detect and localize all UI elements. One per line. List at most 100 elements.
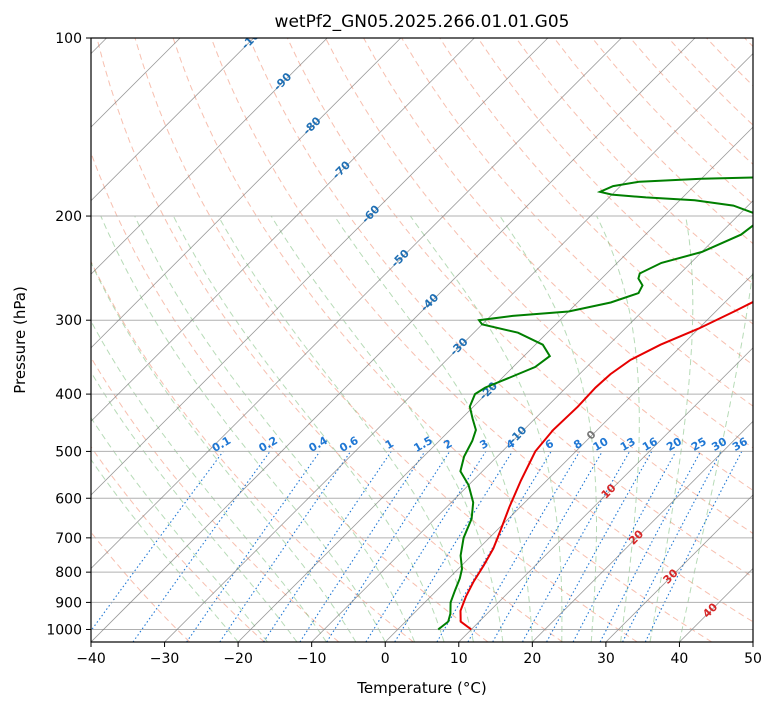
moist-adiabat	[91, 416, 268, 642]
dry-adiabat	[286, 38, 753, 535]
isotherm-gridline	[91, 38, 402, 349]
mixing-ratio-line	[644, 451, 743, 642]
x-tick-label: −10	[297, 651, 327, 667]
isotherm-gridline	[91, 38, 622, 570]
dry-adiabat	[668, 38, 753, 126]
y-tick-label: 100	[55, 31, 82, 47]
moist-adiabat	[409, 215, 563, 642]
y-tick-label: 900	[55, 595, 82, 611]
mixing-ratio-line	[186, 451, 321, 642]
dry-adiabat	[96, 38, 563, 642]
mixing-ratio-line	[91, 451, 224, 632]
moist-adiabat	[91, 320, 327, 642]
isotherm-gridline	[91, 38, 696, 642]
y-tick-label: 500	[55, 444, 82, 460]
moist-adiabat	[91, 261, 357, 642]
dry-adiabat	[91, 151, 489, 642]
x-tick-label: −40	[76, 651, 106, 667]
y-tick-label: 600	[55, 491, 82, 507]
isotherm-label: -50	[389, 247, 412, 270]
dry-adiabat	[515, 38, 753, 285]
dry-adiabats	[91, 38, 753, 642]
y-tick-label: 1000	[46, 622, 82, 638]
x-tick-label: −20	[223, 651, 253, 667]
y-tick-label: 300	[55, 313, 82, 329]
mixing-ratio-line	[572, 451, 677, 642]
isotherm-label: -30	[447, 335, 470, 358]
mixing-ratio-line	[365, 451, 487, 642]
moist-adiabat	[270, 215, 504, 642]
isotherm-gridline	[384, 273, 753, 642]
x-axis-label: Temperature (°C)	[356, 679, 486, 697]
isotherm-gridline	[679, 567, 753, 642]
x-tick-label: 20	[523, 651, 541, 667]
mixing-ratio-line	[299, 451, 426, 642]
isotherm-gridline	[91, 38, 549, 496]
isotherm-label: -90	[271, 70, 294, 93]
isotherm-gridline	[91, 38, 254, 202]
isotherm-gridline	[605, 494, 753, 642]
dry-adiabat	[91, 356, 340, 642]
moist-adiabat	[333, 215, 533, 642]
dry-adiabat	[134, 38, 638, 642]
x-tick-label: 0	[381, 651, 390, 667]
moist-adiabat	[596, 215, 640, 642]
y-axis-label: Pressure (hPa)	[11, 286, 29, 394]
y-tick-label: 700	[55, 531, 82, 547]
isotherm-label: 40	[700, 600, 720, 620]
dry-adiabat	[325, 38, 753, 491]
moist-adiabat	[217, 215, 474, 642]
moist-adiabat	[100, 215, 386, 642]
isotherm-gridline	[91, 38, 475, 422]
moist-adiabat	[649, 215, 694, 642]
isotherm-label: 30	[661, 566, 681, 586]
chart-title: wetPf2_GN05.2025.266.01.01.G05	[275, 12, 570, 32]
mixing-ratio-line	[394, 451, 513, 642]
isotherm-gridline	[91, 38, 328, 275]
mixing-ratio-line	[599, 451, 702, 642]
dry-adiabat	[248, 38, 753, 578]
mixing-ratio-line	[326, 451, 451, 642]
isotherm-gridlines	[91, 38, 753, 642]
plot-area: 0.1 0.2 0.4 0.6 1 1.5 2 3 4 6 8 10 13 16 20 25 30 36 -100…	[91, 38, 753, 642]
plot-frame	[90, 37, 754, 643]
x-tick-label: 30	[597, 651, 615, 667]
dry-adiabat	[706, 38, 753, 87]
y-tick-label: 200	[55, 209, 82, 225]
isotherm-gridline	[752, 641, 753, 642]
dry-adiabat	[553, 38, 753, 245]
isotherm-label: -60	[359, 202, 382, 225]
moist-adiabat	[91, 371, 298, 642]
mixing-ratio-line	[546, 451, 653, 642]
dry-adiabat	[744, 38, 753, 48]
isotherm-label: 20	[626, 527, 646, 547]
isotherm-gridline	[311, 200, 753, 642]
dry-adiabat	[210, 38, 753, 623]
y-axis: 100 200 300 400 500 600 700 800 900 1000	[46, 31, 91, 638]
isotherm-gridline	[532, 420, 753, 642]
isobar-gridlines	[91, 38, 753, 630]
moist-adiabat	[91, 458, 239, 642]
moist-adiabat	[134, 215, 416, 642]
dry-adiabat	[591, 38, 753, 205]
dry-adiabat	[172, 38, 713, 642]
y-tick-label: 800	[55, 565, 82, 581]
dry-adiabat	[91, 445, 265, 642]
isotherm-gridline	[458, 347, 753, 642]
x-tick-label: −30	[150, 651, 180, 667]
mixing-ratio-line	[263, 451, 392, 642]
temperature-series-line	[459, 300, 753, 631]
x-axis: −40 −30 −20 −10 0 10 20 30 40 50	[76, 642, 762, 667]
mixing-ratio-lines	[91, 451, 743, 642]
isotherm-label: -70	[330, 158, 353, 181]
mixing-ratio-line	[219, 451, 352, 642]
dry-adiabat	[91, 260, 414, 642]
mixing-ratio-line	[467, 451, 581, 642]
isotherm-gridline	[237, 126, 753, 642]
isotherm-label: -40	[418, 291, 441, 314]
moist-adiabat	[678, 265, 753, 642]
mixing-ratio-line	[522, 451, 631, 642]
isotherm-label: -80	[300, 114, 323, 137]
isotherm-gridline	[164, 52, 753, 642]
